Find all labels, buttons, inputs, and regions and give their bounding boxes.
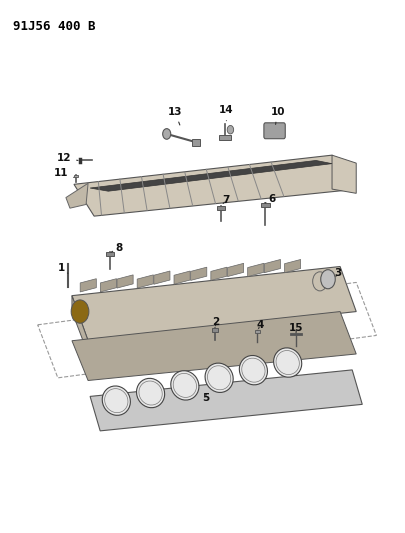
Polygon shape	[217, 206, 225, 210]
Polygon shape	[331, 155, 355, 193]
Polygon shape	[227, 263, 243, 277]
Polygon shape	[72, 296, 88, 354]
Polygon shape	[264, 260, 280, 273]
Polygon shape	[73, 175, 78, 177]
Text: 4: 4	[256, 320, 263, 330]
Circle shape	[71, 300, 89, 323]
Polygon shape	[72, 266, 355, 341]
FancyBboxPatch shape	[263, 123, 285, 139]
Polygon shape	[66, 183, 88, 208]
Polygon shape	[106, 252, 114, 256]
Text: 2: 2	[212, 317, 219, 327]
Polygon shape	[137, 275, 153, 288]
Text: 11: 11	[54, 168, 74, 177]
Text: 3: 3	[334, 268, 341, 278]
Text: 15: 15	[289, 323, 303, 333]
Text: 1: 1	[57, 263, 68, 273]
Polygon shape	[261, 203, 269, 207]
Ellipse shape	[171, 371, 198, 400]
Polygon shape	[90, 160, 331, 191]
Text: 6: 6	[265, 193, 275, 204]
Text: 91J56 400 B: 91J56 400 B	[13, 20, 96, 33]
Ellipse shape	[102, 386, 130, 415]
Polygon shape	[254, 330, 260, 333]
Polygon shape	[74, 155, 351, 216]
Text: 13: 13	[167, 107, 181, 125]
Text: 12: 12	[57, 153, 78, 163]
Text: 14: 14	[219, 105, 233, 120]
Polygon shape	[210, 267, 226, 280]
Circle shape	[320, 270, 335, 289]
Polygon shape	[117, 275, 133, 288]
Polygon shape	[174, 271, 190, 284]
Circle shape	[162, 128, 171, 139]
Polygon shape	[284, 260, 300, 273]
Text: 5: 5	[202, 393, 209, 403]
Polygon shape	[80, 279, 96, 292]
Polygon shape	[72, 312, 355, 381]
Ellipse shape	[136, 378, 164, 408]
Circle shape	[227, 125, 233, 134]
Polygon shape	[90, 370, 361, 431]
Polygon shape	[211, 328, 218, 332]
Text: 8: 8	[111, 243, 122, 253]
Polygon shape	[153, 271, 170, 284]
Ellipse shape	[239, 356, 267, 385]
Polygon shape	[191, 139, 199, 146]
Polygon shape	[247, 263, 263, 277]
Polygon shape	[100, 279, 116, 292]
Ellipse shape	[205, 363, 232, 392]
Polygon shape	[219, 135, 231, 140]
Circle shape	[312, 272, 326, 291]
Text: 10: 10	[270, 107, 284, 124]
Text: 7: 7	[222, 195, 230, 205]
Polygon shape	[190, 267, 206, 280]
Ellipse shape	[273, 348, 301, 377]
